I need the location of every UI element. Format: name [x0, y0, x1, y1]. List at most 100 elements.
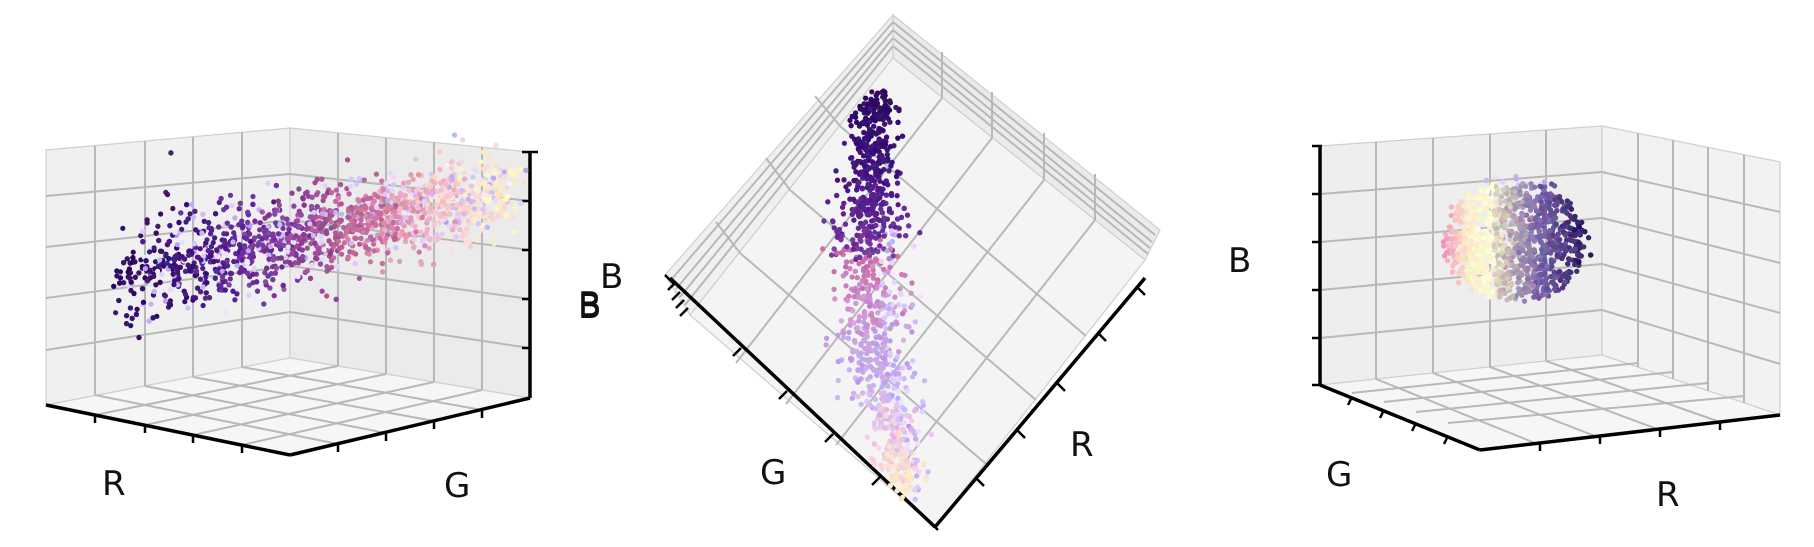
scatter-point [876, 412, 882, 418]
scatter-point [859, 186, 866, 192]
scatter-point [348, 176, 354, 182]
scatter-point [250, 250, 256, 256]
scatter-point [433, 202, 440, 208]
scatter-point [198, 289, 204, 295]
scatter-point [208, 227, 215, 233]
scatter-point [117, 269, 123, 275]
scatter-point [155, 223, 161, 229]
scatter-point [857, 159, 863, 165]
scatter-point [158, 211, 164, 217]
scatter-point [896, 107, 902, 114]
scatter-point [255, 242, 261, 248]
scatter-point [851, 320, 857, 326]
scatter-point [382, 227, 388, 233]
scatter-point [365, 223, 372, 229]
scatter-point [185, 216, 191, 222]
scatter-point [855, 225, 862, 231]
scatter-point [880, 186, 886, 192]
scatter-point [132, 274, 138, 280]
scatter-point [849, 395, 856, 401]
scatter-point [353, 235, 359, 241]
scatter-point [381, 220, 387, 226]
scatter-point [458, 159, 464, 165]
scatter-point [353, 181, 360, 187]
scatter-point [455, 211, 461, 217]
scatter-point [216, 224, 222, 230]
scatter-point [325, 190, 331, 196]
scatter-point [270, 257, 276, 263]
scatter-point [411, 200, 417, 206]
scatter-point [158, 248, 164, 254]
scatter-point [311, 209, 317, 215]
scatter-point [335, 195, 341, 201]
scatter-point [897, 286, 903, 292]
scatter-point [897, 439, 903, 445]
scatter-point [339, 244, 345, 250]
scatter-point [523, 167, 529, 173]
scatter-point [380, 269, 386, 275]
scatter-point [230, 239, 236, 245]
scatter-point [471, 206, 477, 212]
scatter-point [512, 229, 518, 235]
scatter-point [869, 348, 875, 354]
scatter-point [206, 295, 213, 301]
scatter-point [357, 241, 363, 247]
scatter-point [387, 257, 393, 263]
scatter-point [892, 452, 898, 458]
scatter-point [199, 230, 205, 236]
scatter-point [328, 190, 335, 196]
scatter-point [355, 197, 361, 203]
scatter-point [182, 291, 189, 297]
scatter-point [470, 216, 476, 222]
scatter-point [113, 310, 119, 316]
scatter-point [869, 89, 875, 95]
scatter-point [127, 275, 133, 281]
scatter-point [262, 270, 268, 276]
scatter-point [925, 469, 931, 475]
scatter-point [883, 114, 889, 120]
scatter-point [282, 259, 288, 265]
scatter-point [863, 95, 869, 101]
scatter-point [459, 198, 465, 204]
scatter-point [832, 296, 838, 302]
scatter-point [861, 273, 867, 279]
scatter-point [909, 280, 915, 286]
scatter-point [858, 212, 864, 218]
scatter-point [478, 159, 484, 165]
scatter-point [418, 229, 424, 235]
scatter-point [857, 149, 863, 155]
scatter-point [211, 259, 217, 265]
scatter-point [485, 198, 491, 204]
scatter-point [321, 207, 327, 213]
scatter-point [172, 229, 178, 235]
scatter-point [876, 272, 882, 278]
scatter-point [328, 208, 334, 214]
scatter-point [365, 196, 371, 202]
scatter-point [897, 375, 903, 382]
scatter-point [345, 236, 351, 243]
scatter-point [236, 233, 242, 239]
scatter-point [155, 263, 162, 269]
scatter-point [170, 271, 176, 277]
scatter-point [223, 251, 229, 257]
scatter-point [486, 184, 492, 190]
scatter-point [320, 222, 326, 228]
scatter-point [869, 185, 876, 191]
scatter-point [310, 233, 316, 239]
scatter-point [879, 348, 886, 354]
scatter-point [278, 255, 284, 261]
scatter-point [319, 239, 325, 245]
scatter-point [859, 356, 865, 362]
scatter-point [388, 215, 394, 221]
scatter-point [236, 242, 243, 248]
scatter-point [312, 250, 318, 256]
scatter-point [333, 296, 339, 302]
scatter-point [501, 169, 507, 175]
scatter-point [292, 260, 298, 266]
scatter-point [297, 211, 303, 217]
scatter-point [223, 245, 229, 252]
scatter-point [391, 182, 397, 188]
scatter-point [182, 256, 188, 262]
scatter-point [908, 290, 914, 296]
